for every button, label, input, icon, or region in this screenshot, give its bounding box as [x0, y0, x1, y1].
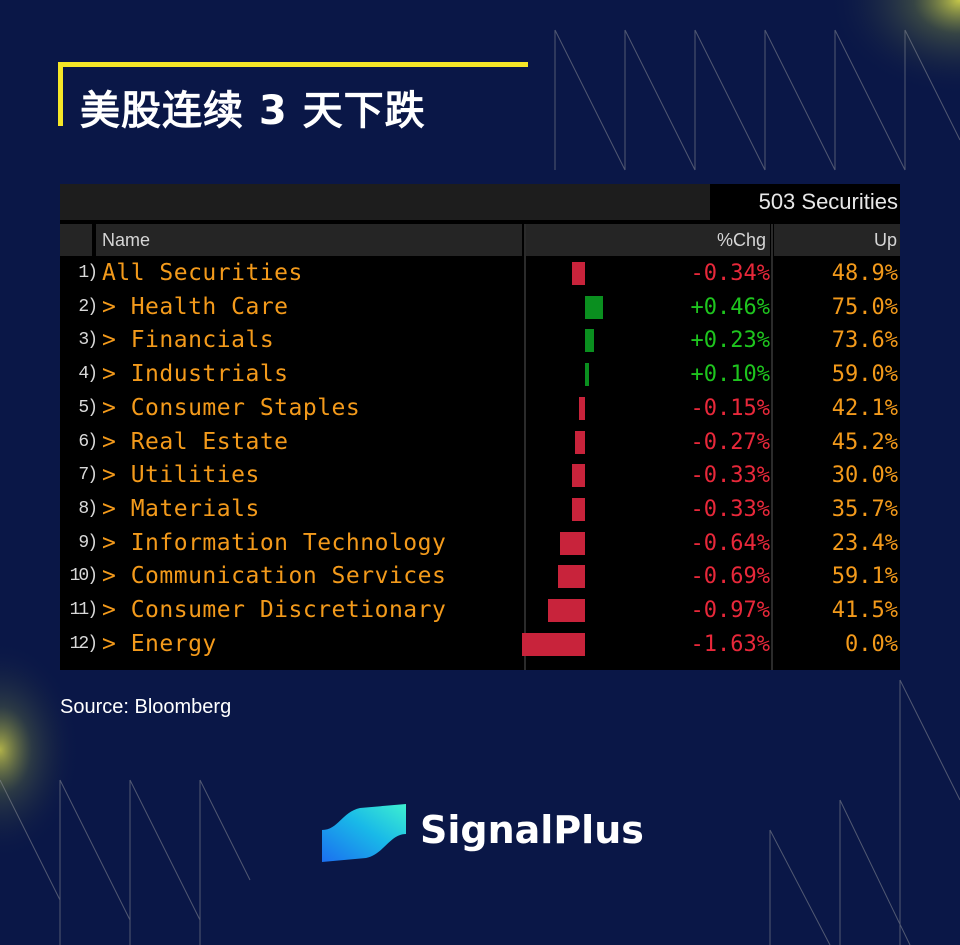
- pct-change: -0.69%: [690, 564, 770, 590]
- source-caption: Source: Bloomberg: [60, 696, 232, 718]
- change-bar: [522, 632, 585, 656]
- change-bar: [574, 430, 585, 454]
- pct-change: -0.33%: [690, 496, 770, 522]
- sector-name[interactable]: > Health Care: [102, 293, 289, 320]
- row-number: 5): [78, 397, 98, 418]
- bloomberg-terminal-table: 503 Securities Name %Chg Up 1) All Securi…: [60, 184, 900, 670]
- pct-change: -0.33%: [690, 463, 770, 489]
- brand-name: SignalPlus: [420, 808, 644, 852]
- row-number: 10): [69, 566, 98, 587]
- table-row[interactable]: 10) > Communication Services -0.69% 59.1%: [60, 560, 900, 594]
- pct-up: 73.6%: [831, 328, 898, 354]
- sector-name[interactable]: > Utilities: [102, 462, 260, 489]
- pct-up: 30.0%: [831, 463, 898, 489]
- pct-up: 42.1%: [831, 395, 898, 421]
- pct-up: 59.1%: [831, 564, 898, 590]
- row-number: 1): [78, 263, 98, 283]
- pct-up: 45.2%: [831, 429, 898, 455]
- table-row[interactable]: 11) > Consumer Discretionary -0.97% 41.5%: [60, 594, 900, 628]
- pct-change: -0.15%: [690, 395, 770, 421]
- change-bar: [579, 396, 585, 420]
- sector-name[interactable]: > Consumer Staples: [102, 394, 361, 421]
- sector-name[interactable]: > Energy: [102, 630, 217, 657]
- change-bar: [585, 329, 594, 353]
- pct-change: -0.64%: [690, 530, 770, 556]
- pct-change: +0.10%: [690, 362, 770, 388]
- pct-up: 35.7%: [831, 496, 898, 522]
- sector-name[interactable]: > Communication Services: [102, 563, 447, 590]
- column-header-up[interactable]: Up: [774, 224, 900, 256]
- pct-up: 48.9%: [831, 261, 898, 286]
- change-bar: [585, 295, 603, 319]
- table-row[interactable]: 1) All Securities -0.34% 48.9%: [60, 257, 900, 291]
- sector-name[interactable]: > Consumer Discretionary: [102, 597, 447, 623]
- pct-up: 75.0%: [831, 294, 898, 320]
- pct-up: 0.0%: [845, 631, 898, 657]
- row-number: 3): [78, 330, 98, 351]
- row-number: 4): [78, 364, 98, 385]
- sector-name[interactable]: > Real Estate: [102, 428, 289, 455]
- table-row[interactable]: 5) > Consumer Staples -0.15% 42.1%: [60, 392, 900, 426]
- table-row[interactable]: 6) > Real Estate -0.27% 45.2%: [60, 426, 900, 460]
- change-bar: [585, 363, 589, 387]
- change-bar: [572, 497, 585, 521]
- signalplus-wave-icon: [322, 804, 406, 862]
- sector-name[interactable]: All Securities: [102, 260, 303, 286]
- row-number: 8): [78, 498, 98, 519]
- change-bar: [571, 262, 585, 285]
- change-bar: [560, 531, 585, 555]
- pct-up: 23.4%: [831, 530, 898, 556]
- pct-change: +0.46%: [690, 294, 770, 320]
- pct-change: -0.27%: [690, 429, 770, 455]
- securities-count: 503 Securities: [710, 184, 900, 220]
- pct-up: 59.0%: [831, 362, 898, 388]
- pct-change: +0.23%: [690, 328, 770, 354]
- pct-change: -0.34%: [690, 261, 770, 286]
- table-row[interactable]: 7) > Utilities -0.33% 30.0%: [60, 459, 900, 493]
- row-number: 2): [78, 296, 98, 317]
- column-divider: [524, 224, 526, 670]
- row-number: 7): [78, 465, 98, 486]
- row-number: 6): [78, 431, 98, 452]
- pct-up: 41.5%: [831, 598, 898, 623]
- pct-change: -1.63%: [690, 631, 770, 657]
- column-header-name[interactable]: Name: [96, 224, 522, 256]
- title-frame: [58, 62, 528, 126]
- change-bar: [558, 565, 585, 589]
- row-number: 9): [78, 532, 98, 553]
- row-number: 12): [69, 633, 98, 654]
- page-title: 美股连续 3 天下跌: [80, 88, 426, 134]
- table-row[interactable]: 9) > Information Technology -0.64% 23.4%: [60, 527, 900, 561]
- change-bar: [572, 464, 585, 488]
- pct-change: -0.97%: [690, 598, 770, 623]
- table-row[interactable]: 4) > Industrials +0.10% 59.0%: [60, 358, 900, 392]
- column-divider: [771, 224, 773, 670]
- header-stub: [60, 224, 92, 256]
- table-row[interactable]: 2) > Health Care +0.46% 75.0%: [60, 291, 900, 325]
- table-row[interactable]: 8) > Materials -0.33% 35.7%: [60, 493, 900, 527]
- sector-name[interactable]: > Industrials: [102, 361, 289, 388]
- table-row[interactable]: 12) > Energy -1.63% 0.0%: [60, 628, 900, 662]
- sector-name[interactable]: > Materials: [102, 495, 260, 522]
- row-number: 11): [69, 600, 98, 620]
- table-row[interactable]: 3) > Financials +0.23% 73.6%: [60, 324, 900, 358]
- sector-name[interactable]: > Financials: [102, 327, 275, 354]
- column-header-chg[interactable]: %Chg: [526, 224, 770, 256]
- change-bar: [547, 599, 585, 622]
- sector-name[interactable]: > Information Technology: [102, 529, 447, 556]
